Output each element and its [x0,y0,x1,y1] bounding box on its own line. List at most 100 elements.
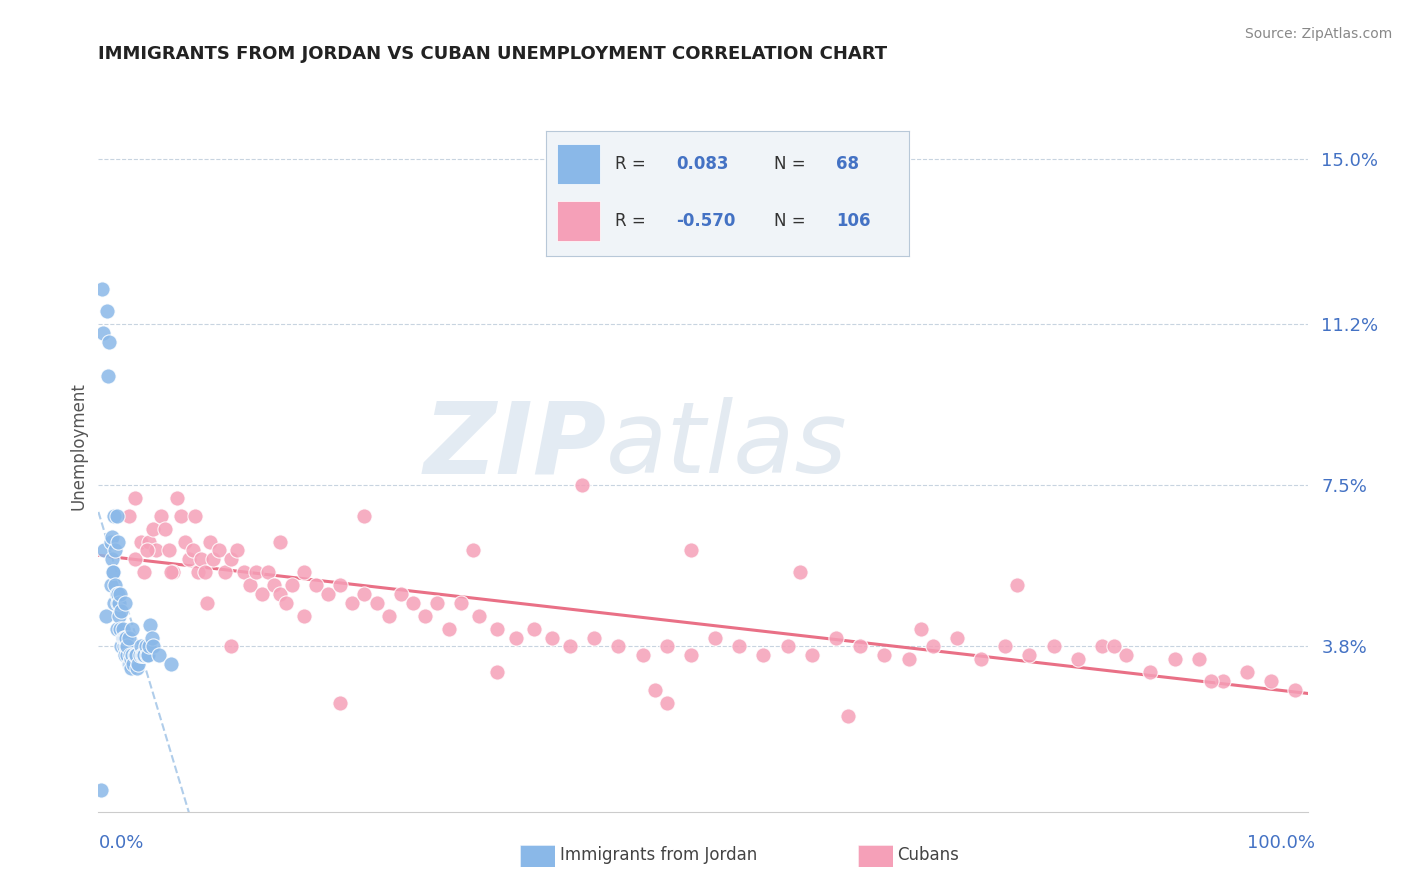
Point [127,657,149,671]
Point [90,783,112,797]
Text: Immigrants from Jordan: Immigrants from Jordan [560,847,756,864]
Point [108,608,131,623]
Text: 0.0%: 0.0% [98,834,143,852]
Point [540,631,562,645]
Point [402,596,425,610]
Text: N =: N = [775,155,806,173]
Point [100,534,122,549]
Point [305,578,328,592]
Point [114,648,136,662]
Point [105,587,128,601]
Point [897,652,920,666]
Point [114,631,136,645]
Point [135,543,157,558]
Point [145,543,167,558]
Point [256,566,278,580]
Point [1199,674,1222,689]
Point [353,587,375,601]
Point [849,640,872,654]
Point [150,508,173,523]
Point [269,587,291,601]
Text: -0.570: -0.570 [676,212,735,230]
Point [263,578,285,592]
Point [104,543,127,558]
Point [100,578,122,592]
Point [1115,648,1137,662]
Point [644,682,666,697]
Point [105,622,128,636]
Point [139,617,162,632]
Point [91,282,114,296]
Point [107,587,129,601]
Point [115,640,138,654]
Point [121,648,143,662]
Point [655,640,678,654]
Point [108,596,131,610]
Point [118,657,141,671]
Point [110,604,132,618]
Point [274,596,297,610]
Point [198,534,221,549]
Text: atlas: atlas [606,398,848,494]
Point [108,587,131,601]
Point [776,640,799,654]
Point [1102,640,1125,654]
Point [134,566,156,580]
Point [523,622,546,636]
Point [91,326,114,340]
Point [112,631,135,645]
Point [946,631,969,645]
Point [1260,674,1282,689]
Text: 68: 68 [837,155,859,173]
Point [571,478,593,492]
Point [120,652,142,666]
Point [450,596,472,610]
Point [1236,665,1258,680]
Y-axis label: Unemployment: Unemployment [69,382,87,510]
Point [704,631,727,645]
Point [160,657,183,671]
Point [101,566,124,580]
Point [292,608,315,623]
Point [103,508,125,523]
Point [437,622,460,636]
Point [129,640,152,654]
Point [94,608,117,623]
Point [463,543,485,558]
Point [166,491,188,506]
Point [329,696,352,710]
Point [250,587,273,601]
Point [837,709,859,723]
Point [96,304,118,318]
Point [118,631,141,645]
Point [316,587,339,601]
Point [97,369,120,384]
Point [232,566,254,580]
Point [1091,640,1114,654]
Point [292,566,315,580]
Point [100,552,122,566]
Point [190,552,212,566]
Point [98,334,121,349]
Point [100,530,122,544]
Point [184,508,207,523]
Text: Cubans: Cubans [897,847,959,864]
Point [825,631,848,645]
Point [104,578,127,592]
Point [105,508,128,523]
Point [136,648,159,662]
Point [679,648,702,662]
Text: R =: R = [614,212,645,230]
Point [583,631,606,645]
Point [970,652,993,666]
Point [153,522,176,536]
Point [1018,648,1040,662]
Point [110,640,132,654]
Point [118,648,141,662]
Text: Source: ZipAtlas.com: Source: ZipAtlas.com [1244,27,1392,41]
Point [132,648,155,662]
Point [366,596,388,610]
Text: IMMIGRANTS FROM JORDAN VS CUBAN UNEMPLOYMENT CORRELATION CHART: IMMIGRANTS FROM JORDAN VS CUBAN UNEMPLOY… [98,45,887,62]
Point [174,534,197,549]
Point [214,566,236,580]
